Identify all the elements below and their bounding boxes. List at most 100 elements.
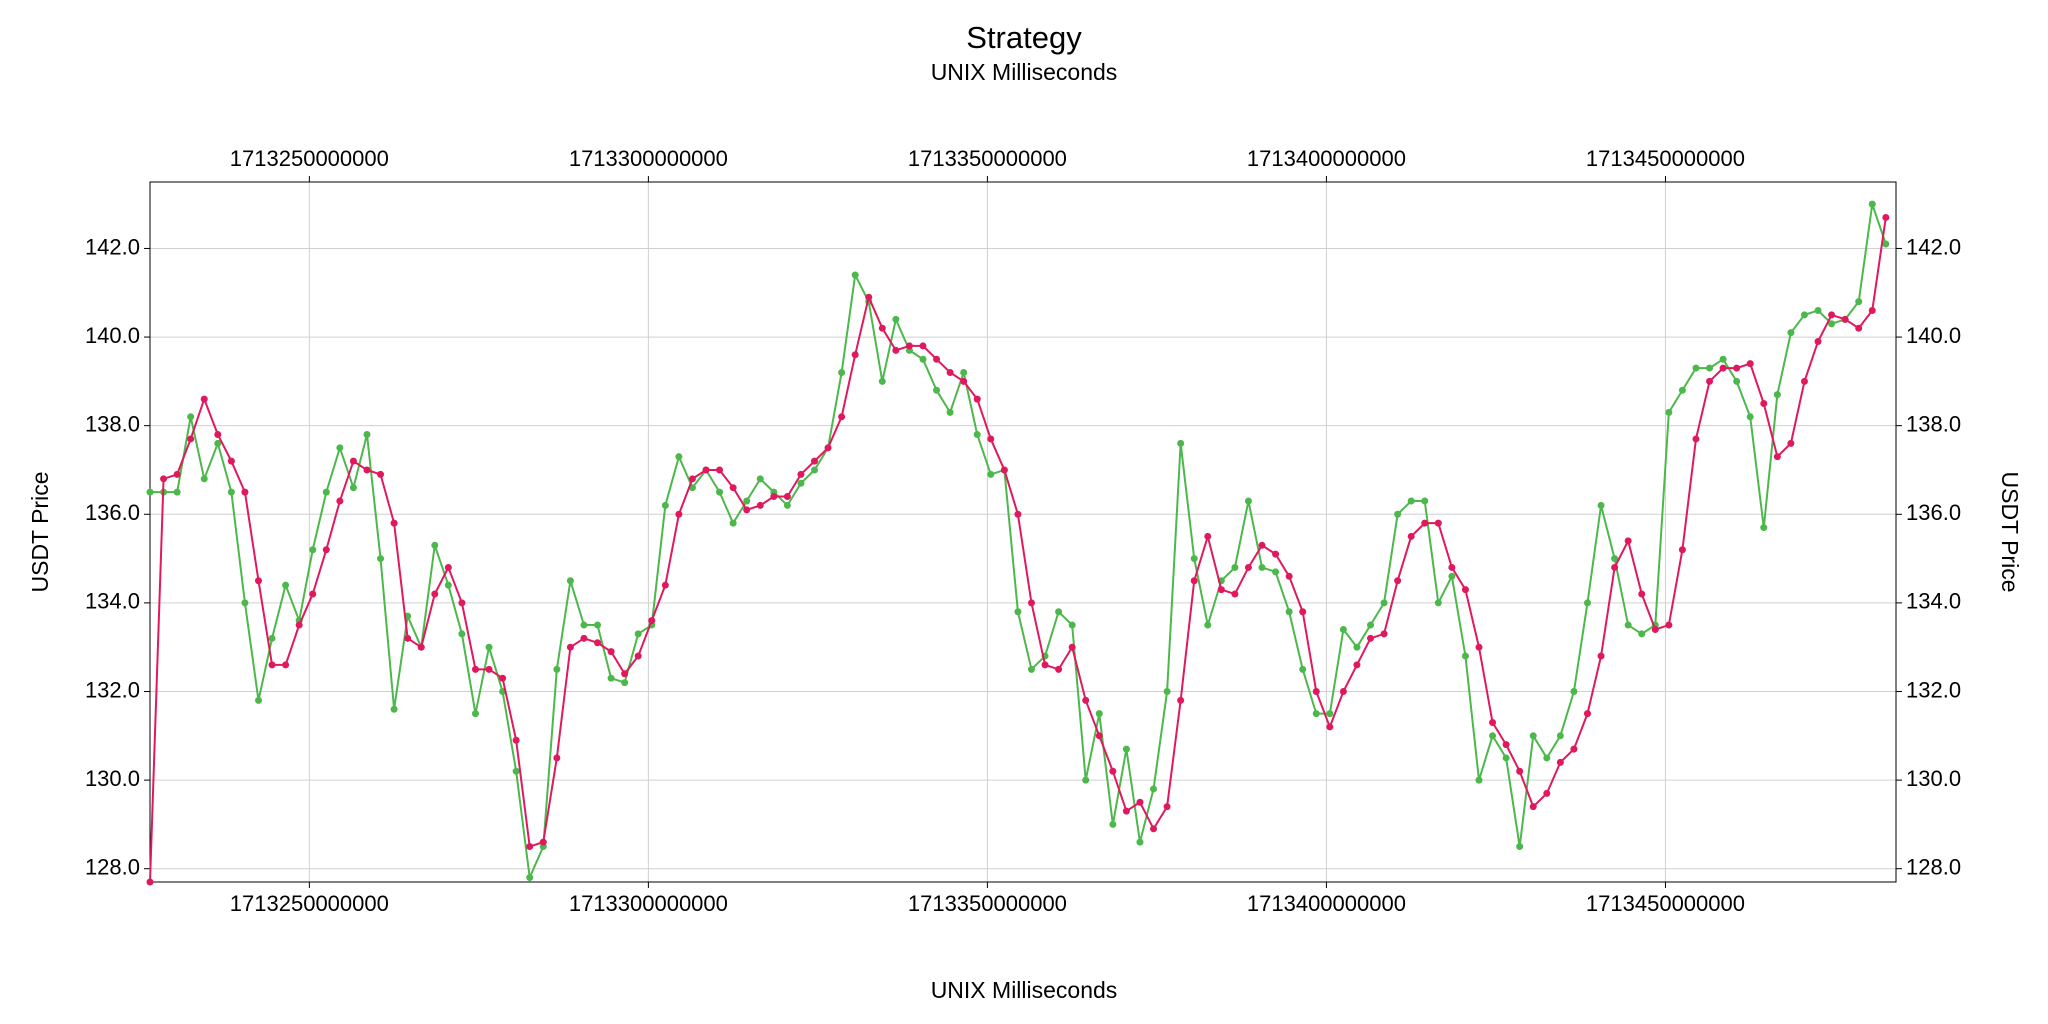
data-point xyxy=(146,488,154,496)
y2-tick-label: 132.0 xyxy=(1906,677,1961,702)
data-point xyxy=(241,488,249,496)
data-point xyxy=(1855,298,1863,306)
data-point xyxy=(770,493,778,501)
data-point xyxy=(458,630,466,638)
data-point xyxy=(227,457,235,465)
data-point xyxy=(1665,408,1673,416)
data-point xyxy=(187,413,195,421)
data-point xyxy=(1570,687,1578,695)
data-point xyxy=(1855,324,1863,332)
data-point xyxy=(661,581,669,589)
data-point xyxy=(1150,825,1158,833)
data-point xyxy=(1421,519,1429,527)
data-point xyxy=(702,466,710,474)
data-point xyxy=(1461,586,1469,594)
data-point xyxy=(1814,337,1822,345)
data-point xyxy=(377,555,385,563)
data-point xyxy=(1190,555,1198,563)
data-point xyxy=(756,475,764,483)
data-point xyxy=(1068,621,1076,629)
data-point xyxy=(1583,599,1591,607)
data-point xyxy=(1177,696,1185,704)
data-point xyxy=(241,599,249,607)
data-point xyxy=(892,315,900,323)
data-point xyxy=(227,488,235,496)
data-point xyxy=(743,506,751,514)
data-point xyxy=(1760,400,1768,408)
data-point xyxy=(146,878,154,886)
data-point xyxy=(526,843,534,851)
data-point xyxy=(1733,377,1741,385)
data-point xyxy=(1421,497,1429,505)
data-point xyxy=(1638,630,1646,638)
data-point xyxy=(688,475,696,483)
data-point xyxy=(1828,320,1836,328)
data-point xyxy=(973,431,981,439)
data-point xyxy=(1434,519,1442,527)
data-point xyxy=(1529,732,1537,740)
data-point xyxy=(363,431,371,439)
data-point xyxy=(1000,466,1008,474)
data-point xyxy=(634,652,642,660)
data-point xyxy=(1177,439,1185,447)
data-point xyxy=(1068,643,1076,651)
data-point xyxy=(851,271,859,279)
data-point xyxy=(458,599,466,607)
data-point xyxy=(1489,732,1497,740)
data-point xyxy=(1136,838,1144,846)
data-point xyxy=(282,581,290,589)
data-point xyxy=(1719,364,1727,372)
data-point xyxy=(336,444,344,452)
data-point xyxy=(1150,785,1158,793)
data-point xyxy=(1597,501,1605,509)
data-point xyxy=(1434,599,1442,607)
data-point xyxy=(1163,803,1171,811)
data-point xyxy=(1231,563,1239,571)
data-point xyxy=(390,705,398,713)
data-point xyxy=(566,577,574,585)
data-point xyxy=(1109,767,1117,775)
data-point xyxy=(200,395,208,403)
data-point xyxy=(824,444,832,452)
data-point xyxy=(1217,586,1225,594)
data-point xyxy=(1719,355,1727,363)
data-point xyxy=(1082,776,1090,784)
data-point xyxy=(878,377,886,385)
data-point xyxy=(336,497,344,505)
data-point xyxy=(1800,311,1808,319)
data-point xyxy=(431,541,439,549)
chart-title: Strategy xyxy=(966,20,1082,55)
data-point xyxy=(1027,599,1035,607)
data-point xyxy=(268,661,276,669)
data-point xyxy=(892,346,900,354)
data-point xyxy=(933,355,941,363)
data-point xyxy=(580,634,588,642)
x-axis-title-top: UNIX Milliseconds xyxy=(931,59,1118,85)
data-point xyxy=(675,453,683,461)
data-point xyxy=(1394,510,1402,518)
data-point xyxy=(390,519,398,527)
data-point xyxy=(553,754,561,762)
data-point xyxy=(295,621,303,629)
data-point xyxy=(1746,413,1754,421)
data-point xyxy=(1122,807,1130,815)
data-point xyxy=(214,439,222,447)
data-point xyxy=(526,874,534,882)
data-point xyxy=(349,484,357,492)
data-point xyxy=(1299,608,1307,616)
data-point xyxy=(960,369,968,377)
y-tick-label: 130.0 xyxy=(85,766,140,791)
data-point xyxy=(160,475,168,483)
data-point xyxy=(1760,524,1768,532)
y-tick-label: 134.0 xyxy=(85,589,140,614)
data-point xyxy=(322,546,330,554)
data-point xyxy=(254,577,262,585)
data-point xyxy=(797,470,805,478)
data-point xyxy=(1448,563,1456,571)
data-point xyxy=(1095,710,1103,718)
data-point xyxy=(1489,719,1497,727)
data-point xyxy=(729,484,737,492)
data-point xyxy=(1353,643,1361,651)
data-point xyxy=(1543,754,1551,762)
data-point xyxy=(1556,758,1564,766)
